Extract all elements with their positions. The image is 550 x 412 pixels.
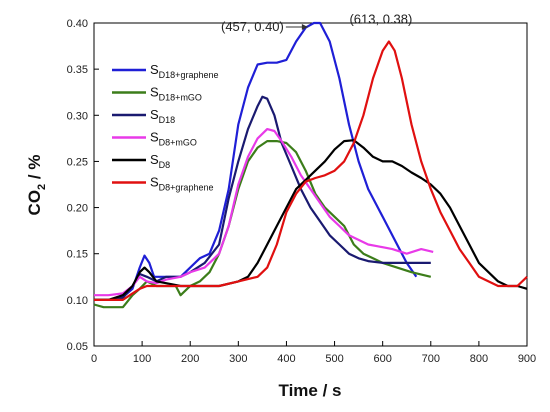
- x-tick-label: 600: [373, 353, 391, 365]
- x-tick-label: 800: [470, 353, 488, 365]
- x-axis-title: Time / s: [279, 381, 342, 400]
- series-line-3: [94, 128, 434, 297]
- y-tick-label: 0.25: [67, 156, 88, 168]
- series-line-4: [94, 139, 528, 301]
- x-tick-label: 200: [181, 353, 199, 365]
- legend-entry: SD18+graphene: [150, 62, 218, 80]
- y-axis-title: CO2 / %: [25, 155, 48, 216]
- y-tick-label: 0.40: [67, 18, 88, 30]
- x-tick-label: 100: [133, 353, 151, 365]
- peak-annotation: (613, 0.38): [349, 11, 412, 26]
- x-tick-label: 300: [229, 353, 247, 365]
- legend-entry: SD8+mGO: [150, 130, 197, 148]
- legend-entry: SD18+mGO: [150, 85, 202, 103]
- x-tick-label: 400: [277, 353, 295, 365]
- legend-entry: SD8: [150, 152, 170, 170]
- series-line-0: [94, 21, 418, 301]
- legend: SD18+graphene SD18+mGO SD18 SD8+mGO SD8 SD8+g…: [112, 62, 218, 193]
- plot-frame: [93, 22, 528, 347]
- x-tick-label: 700: [422, 353, 440, 365]
- y-tick-label: 0.15: [67, 249, 88, 261]
- series-line-2: [94, 95, 431, 301]
- x-tick-label: 0: [91, 353, 97, 365]
- y-tick-label: 0.30: [67, 110, 88, 122]
- legend-entry: SD8+graphene: [150, 175, 213, 193]
- series-layer: [93, 21, 528, 309]
- series-line-1: [93, 140, 432, 309]
- annotation-arrowhead: [301, 24, 308, 30]
- axis-ticks: 0 100 200 300 400 500 600 700 800 900 0.05 0.10 0.15…: [67, 18, 537, 365]
- y-tick-label: 0.05: [67, 341, 88, 353]
- x-tick-label: 900: [518, 353, 536, 365]
- y-tick-label: 0.10: [67, 295, 88, 307]
- x-tick-label: 500: [325, 353, 343, 365]
- legend-entry: SD18: [150, 107, 175, 125]
- y-tick-label: 0.35: [67, 64, 88, 76]
- series-line-5: [94, 40, 528, 301]
- peak-annotation: (457, 0.40): [221, 19, 284, 34]
- annotation-layer: (457, 0.40) (613, 0.38): [221, 11, 412, 34]
- y-tick-label: 0.20: [67, 203, 88, 215]
